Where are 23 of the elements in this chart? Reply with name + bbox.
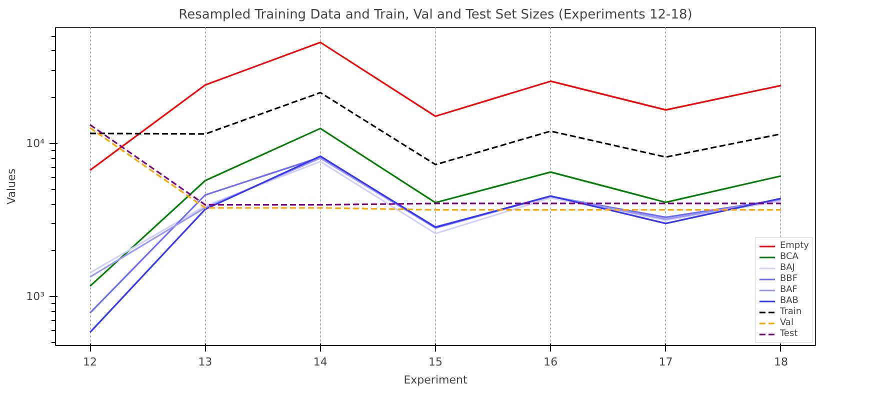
legend-label: BCA	[780, 252, 800, 262]
y-tick-label: 10⁴	[26, 136, 46, 150]
x-tick-label: 13	[198, 356, 212, 368]
legend-label: BAJ	[780, 263, 796, 273]
line-series	[89, 42, 782, 172]
legend-label: Empty	[780, 241, 809, 251]
legend-label: BAB	[780, 296, 800, 306]
x-tick-label: 16	[544, 356, 558, 368]
x-tick-label: 14	[313, 356, 328, 368]
legend-label: Val	[780, 318, 794, 328]
x-tick-label: 12	[83, 356, 98, 368]
x-axis-title: Experiment	[404, 374, 468, 386]
y-tick-label: 10³	[26, 290, 45, 304]
legend-label: Test	[780, 329, 799, 339]
y-axis-title: Values	[5, 168, 18, 204]
line-series	[89, 128, 782, 287]
x-tick-label: 15	[428, 356, 442, 368]
x-tick-label: 18	[774, 356, 788, 368]
chart-title: Resampled Training Data and Train, Val and Test Set Sizes (Experiments 12-18)	[178, 8, 692, 22]
legend-label: BAF	[780, 285, 798, 295]
legend-label: BBF	[780, 274, 798, 284]
legend-label: Train	[780, 307, 802, 317]
x-tick-label: 17	[658, 356, 673, 368]
